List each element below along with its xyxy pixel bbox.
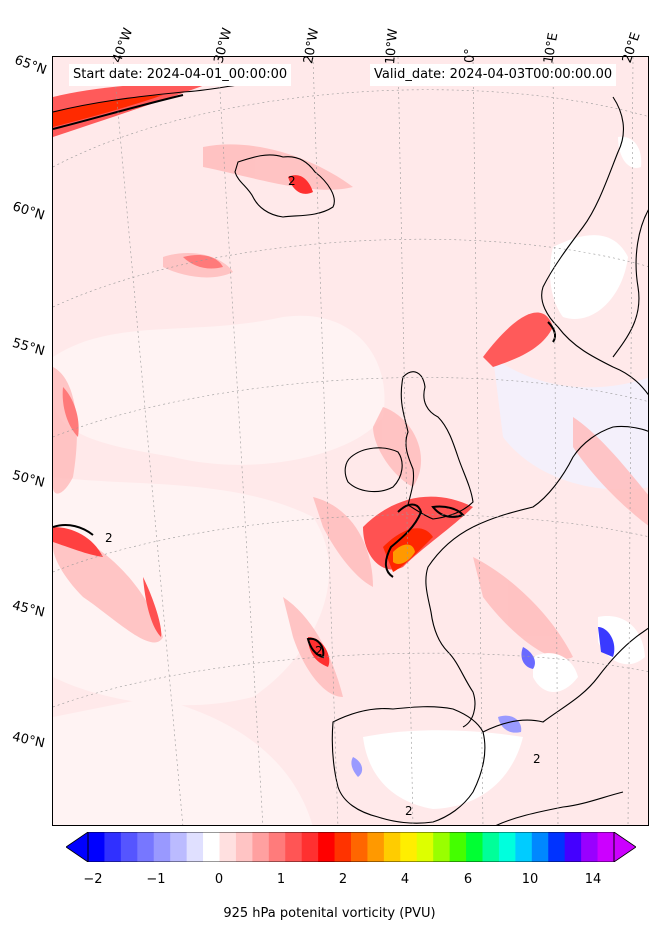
contour-label-3: 2	[288, 174, 296, 188]
colorbar-outline	[87, 832, 615, 862]
colorbar-tick: 2	[338, 872, 348, 887]
lat-label-60n: 60°N	[10, 199, 47, 224]
lon-label-0: 0°	[463, 48, 478, 63]
colorbar-cell	[433, 832, 451, 862]
colorbar-tick: 4	[400, 872, 410, 887]
lat-label-65n: 65°N	[12, 52, 49, 79]
colorbar-min-extension	[66, 832, 89, 862]
colorbar-cell	[581, 832, 598, 862]
lat-label-50n: 50°N	[10, 468, 47, 491]
colorbar-cell	[351, 832, 368, 862]
contour-label-1: 2	[105, 531, 113, 545]
graticule	[53, 57, 648, 825]
colorbar-label: 925 hPa potenital vorticity (PVU)	[223, 906, 436, 921]
colorbar-max-extension	[613, 832, 636, 862]
colorbar-tick: −2	[83, 872, 103, 887]
contour-label-2: 2	[315, 644, 323, 658]
colorbar-cell	[301, 832, 319, 862]
colorbar-cell	[416, 832, 434, 862]
colorbar-cell	[597, 832, 615, 862]
colorbar-cell	[252, 832, 270, 862]
colorbar-cell	[104, 832, 122, 862]
colorbar-tick: 0	[214, 872, 224, 887]
colorbar-tick: 10	[521, 872, 539, 887]
colorbar-cell	[564, 832, 582, 862]
colorbar-cell	[548, 832, 566, 862]
colorbar-cell	[449, 832, 467, 862]
colorbar-cell	[498, 832, 516, 862]
colorbar-cell	[137, 832, 155, 862]
colorbar-tick: 1	[276, 872, 286, 887]
colorbar-tick: 14	[584, 872, 602, 887]
coastlines	[53, 84, 648, 825]
colorbar-cell	[318, 832, 335, 862]
contour-label-5: 2	[405, 804, 413, 818]
low-value-regions	[351, 136, 645, 809]
colorbar-cell	[334, 832, 352, 862]
lon-label-10w: 10°W	[383, 27, 402, 65]
colorbar-cell	[203, 832, 220, 862]
valid-date-label: Valid_date: 2024-04-03T00:00:00.00	[370, 64, 617, 86]
colorbar-cell	[383, 832, 401, 862]
colorbar-cell	[235, 832, 253, 862]
colorbar-cell	[515, 832, 533, 862]
colorbar-cell	[88, 832, 105, 862]
colorbar-cell	[153, 832, 171, 862]
lat-label-55n: 55°N	[10, 335, 47, 360]
colorbar	[66, 832, 636, 862]
lat-label-40n: 40°N	[10, 729, 47, 752]
vorticity-map: 2 2 2 2 2	[53, 57, 648, 825]
colorbar-cell	[367, 832, 385, 862]
colorbar-cell	[268, 832, 286, 862]
colorbar-cell	[170, 832, 188, 862]
colorbar-cell	[120, 832, 138, 862]
map-panel: 2 2 2 2 2	[52, 56, 649, 826]
colorbar-cell	[400, 832, 418, 862]
colorbar-cell	[186, 832, 204, 862]
colorbar-tick: 6	[463, 872, 473, 887]
lat-label-45n: 45°N	[10, 598, 47, 621]
colorbar-cell	[285, 832, 303, 862]
start-date-label: Start date: 2024-04-01_00:00:00	[69, 64, 292, 86]
contour-label-4: 2	[533, 752, 541, 766]
colorbar-cell	[482, 832, 500, 862]
colorbar-tick: −1	[146, 872, 166, 887]
colorbar-cell	[219, 832, 237, 862]
light-regions	[53, 315, 648, 825]
colorbar-cell	[466, 832, 483, 862]
colorbar-cell	[531, 832, 549, 862]
